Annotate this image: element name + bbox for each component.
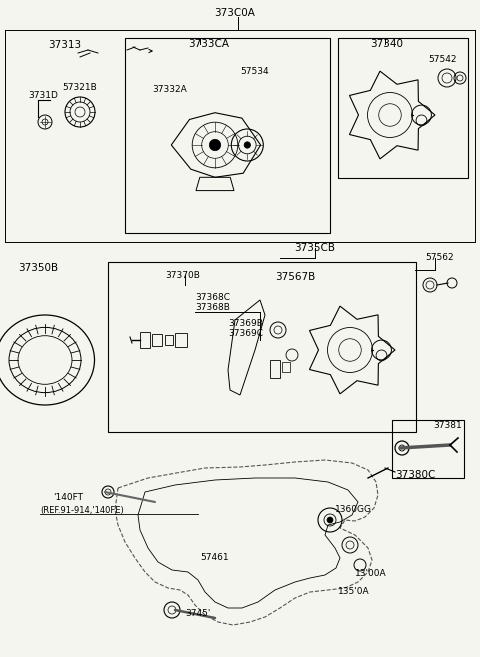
Bar xyxy=(165,335,173,345)
Bar xyxy=(392,420,464,478)
Circle shape xyxy=(244,142,251,148)
Text: I: I xyxy=(237,17,240,27)
Text: 37313: 37313 xyxy=(48,40,82,50)
Text: 37567B: 37567B xyxy=(275,272,315,282)
Bar xyxy=(270,360,280,378)
Text: 37369B: 37369B xyxy=(228,319,263,327)
Bar xyxy=(175,333,187,347)
Text: 1360GG: 1360GG xyxy=(335,505,372,514)
Text: 373C0A: 373C0A xyxy=(215,8,255,18)
Text: 57534: 57534 xyxy=(240,68,269,76)
Bar xyxy=(152,334,162,346)
Text: 135'0A: 135'0A xyxy=(338,587,370,597)
Bar xyxy=(125,38,330,233)
Text: 57461: 57461 xyxy=(200,553,228,562)
Text: 37340: 37340 xyxy=(370,39,403,49)
Bar xyxy=(108,262,416,432)
Text: 37332A: 37332A xyxy=(152,85,187,95)
Text: 37369C: 37369C xyxy=(228,328,263,338)
Bar xyxy=(338,38,468,178)
Bar xyxy=(282,362,290,372)
Text: 3733CA: 3733CA xyxy=(188,39,229,49)
Bar xyxy=(140,332,150,348)
Text: 37350B: 37350B xyxy=(18,263,58,273)
Text: 37381: 37381 xyxy=(433,420,462,430)
Text: '140FT: '140FT xyxy=(53,493,83,503)
Text: 13'00A: 13'00A xyxy=(355,568,386,578)
Text: 3745': 3745' xyxy=(185,608,210,618)
Text: 3735CB: 3735CB xyxy=(295,243,336,253)
Text: 57562: 57562 xyxy=(425,254,454,263)
Text: 37370B: 37370B xyxy=(165,271,200,279)
Circle shape xyxy=(327,517,333,523)
Text: 57321B: 57321B xyxy=(62,83,97,91)
Text: (REF.91-914,'140FE): (REF.91-914,'140FE) xyxy=(40,505,124,514)
Text: 37380C: 37380C xyxy=(395,470,435,480)
Text: 37368C: 37368C xyxy=(195,294,230,302)
Text: 3731D: 3731D xyxy=(28,91,58,99)
Text: 37368B: 37368B xyxy=(195,304,230,313)
Circle shape xyxy=(209,139,221,150)
Text: 57542: 57542 xyxy=(428,55,456,64)
